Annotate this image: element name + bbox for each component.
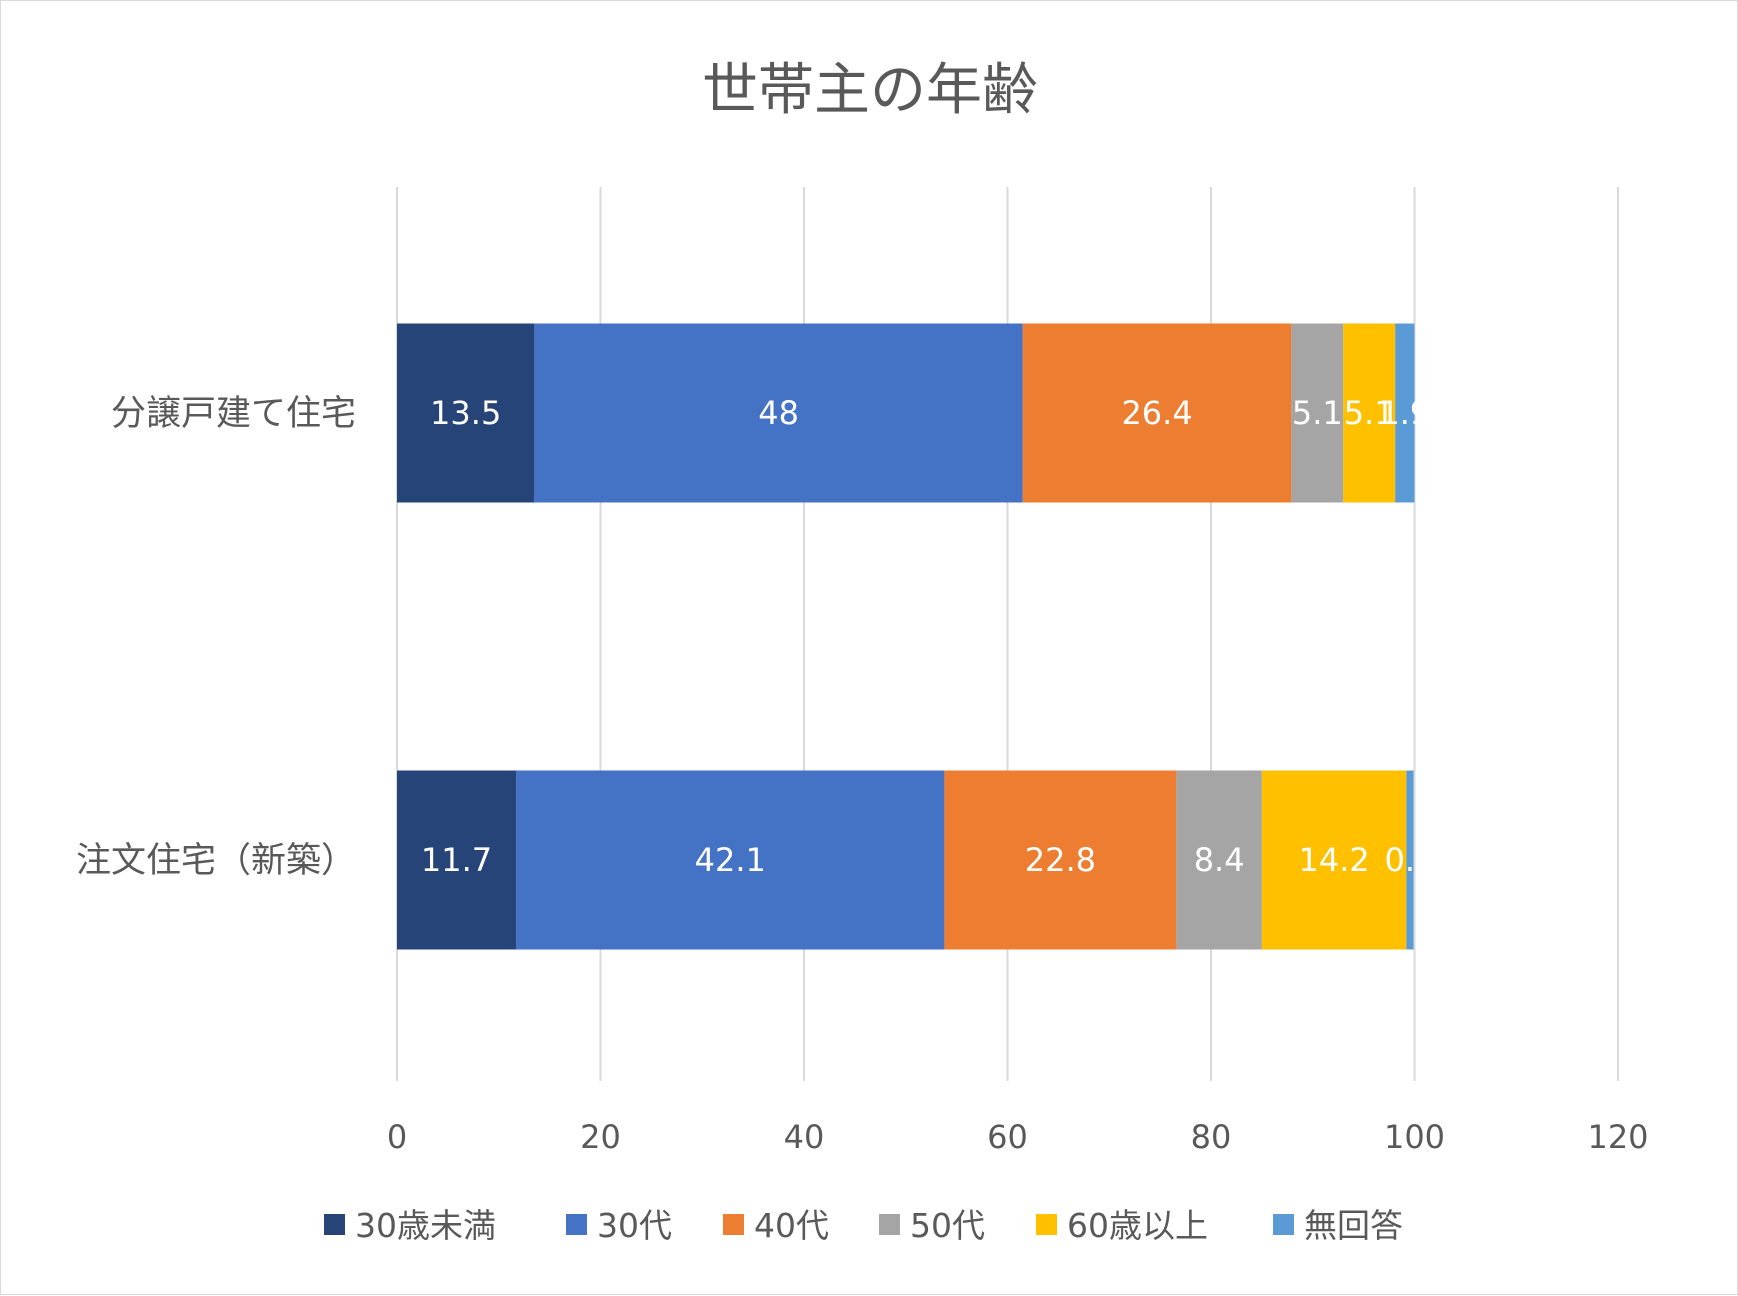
tick-label: 80 — [1191, 1118, 1232, 1156]
data-label: 11.7 — [421, 841, 492, 879]
bar-segment — [1261, 770, 1407, 950]
bar-segment — [1176, 770, 1262, 950]
legend-label: 無回答 — [1304, 1206, 1403, 1245]
bar-segment — [1291, 323, 1344, 503]
data-label: 14.2 — [1298, 841, 1369, 879]
data-label: 5.1 — [1344, 394, 1395, 432]
data-label: 0.7 — [1384, 841, 1435, 879]
category-label: 注文住宅（新築） — [76, 841, 356, 881]
legend-swatch — [324, 1214, 345, 1235]
tick-label: 120 — [1587, 1118, 1648, 1156]
data-label: 8.4 — [1194, 841, 1245, 879]
bar-segment — [1022, 323, 1292, 503]
bar-segment — [397, 770, 517, 950]
data-labels: 13.5 48 26.4 5.1 5.11.911.7 42.1 22.8 8.4 14.2 0.… — [421, 394, 1435, 879]
data-label: 42.1 — [695, 841, 766, 879]
bar-segment — [1406, 770, 1414, 950]
bar-segment — [1343, 323, 1396, 503]
tick-label: 0 — [387, 1118, 407, 1156]
tick-label: 60 — [987, 1118, 1028, 1156]
legend: 30歳未満 30代 40代 50代 60歳以上 無回答 — [324, 1206, 1403, 1245]
data-label: 26.4 — [1121, 394, 1192, 432]
legend-label: 40代 — [754, 1206, 829, 1245]
category-label: 分譲戸建て住宅 — [111, 394, 356, 434]
bar-segment — [534, 323, 1023, 503]
tick-label: 100 — [1384, 1118, 1445, 1156]
tick-label: 40 — [784, 1118, 825, 1156]
bar-segment — [397, 323, 535, 503]
chart-title: 世帯主の年齢 — [702, 58, 1038, 123]
legend-label: 60歳以上 — [1067, 1206, 1208, 1245]
data-label: 1.9 — [1379, 394, 1430, 432]
legend-swatch — [1273, 1214, 1294, 1235]
bars — [397, 323, 1415, 950]
bar-segment — [1395, 323, 1415, 503]
data-label: 48 — [758, 394, 799, 432]
data-label: 13.5 — [430, 394, 501, 432]
bar-segment — [516, 770, 945, 950]
data-label: 5.1 — [1292, 394, 1343, 432]
legend-swatch — [879, 1214, 900, 1235]
legend-swatch — [1036, 1214, 1057, 1235]
legend-swatch — [566, 1214, 587, 1235]
legend-swatch — [723, 1214, 744, 1235]
data-label: 22.8 — [1025, 841, 1096, 879]
legend-label: 30代 — [597, 1206, 672, 1245]
legend-label: 50代 — [910, 1206, 985, 1245]
legend-label: 30歳未満 — [355, 1206, 496, 1245]
x-axis-tick-labels: 0 20 40 60 80 100 120 — [387, 1118, 1649, 1156]
bar-segment — [944, 770, 1177, 950]
tick-label: 20 — [580, 1118, 621, 1156]
